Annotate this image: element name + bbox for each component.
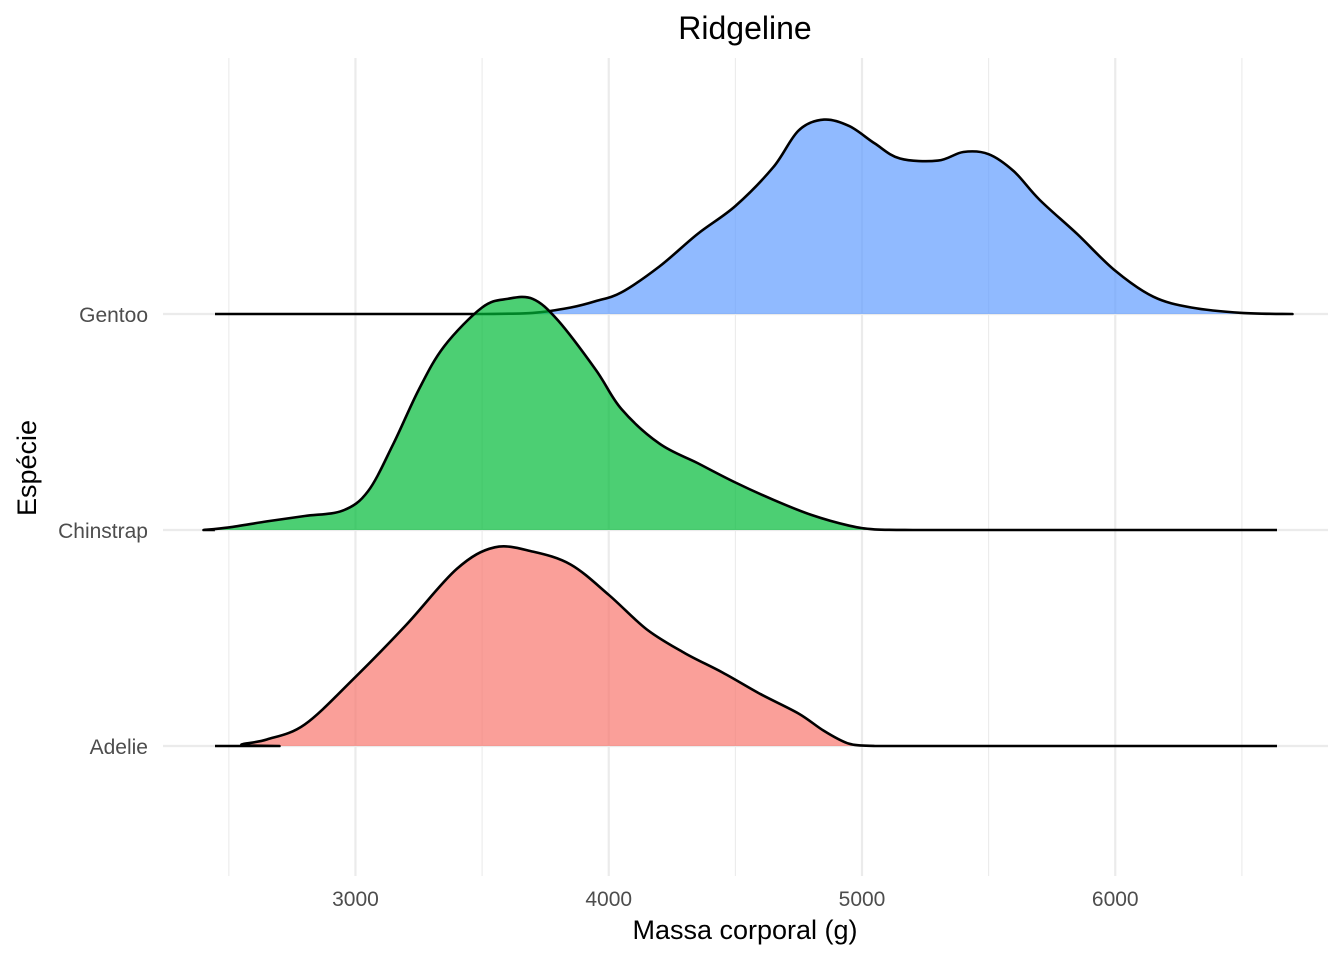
y-axis-title: Espécie bbox=[12, 420, 42, 516]
ridge-fill-adelie bbox=[241, 546, 875, 746]
x-tick-label: 5000 bbox=[839, 888, 886, 911]
tick-layer: Adelie Chinstrap Gentoo 3000 4000 5000 6000 bbox=[58, 304, 1139, 911]
x-tick-label: 3000 bbox=[332, 888, 379, 911]
y-tick-label: Chinstrap bbox=[58, 520, 148, 543]
x-axis-title: Massa corporal (g) bbox=[632, 915, 857, 945]
ridge-chinstrap bbox=[202, 295, 1277, 532]
ridge-outline-gentoo bbox=[215, 118, 1294, 316]
y-tick-label: Adelie bbox=[90, 736, 148, 759]
ridge-fill-gentoo bbox=[482, 119, 1293, 315]
ridge-outline-adelie bbox=[215, 545, 1277, 748]
ridge-gentoo bbox=[215, 118, 1294, 316]
chart-title: Ridgeline bbox=[678, 10, 811, 46]
y-tick-label: Gentoo bbox=[79, 304, 148, 327]
grid-layer bbox=[163, 58, 1328, 876]
series-layer bbox=[202, 118, 1294, 748]
ridge-adelie bbox=[215, 545, 1277, 748]
x-tick-label: 4000 bbox=[585, 888, 632, 911]
x-tick-label: 6000 bbox=[1092, 888, 1139, 911]
ridge-fill-chinstrap bbox=[203, 296, 913, 530]
ridge-outline-chinstrap bbox=[202, 295, 1277, 532]
